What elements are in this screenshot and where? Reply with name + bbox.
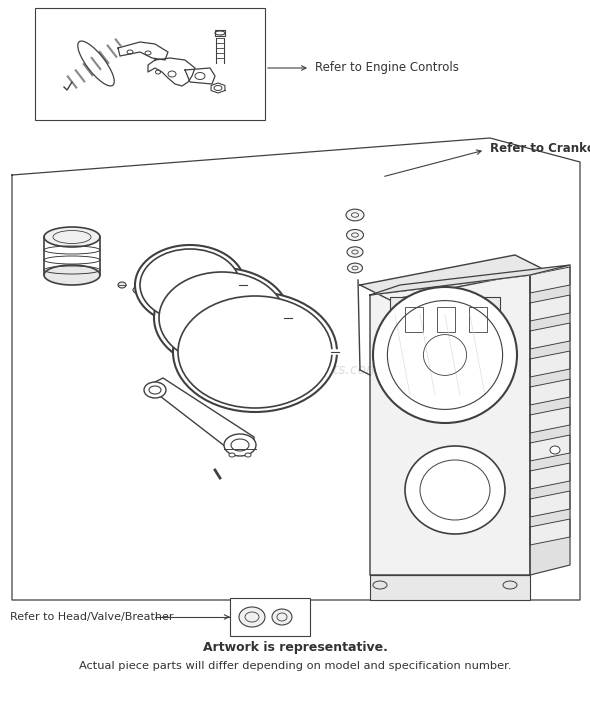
- Text: Refer to Engine Controls: Refer to Engine Controls: [315, 61, 459, 75]
- Bar: [405, 307, 423, 332]
- Ellipse shape: [503, 581, 517, 589]
- Text: Artwork is representative.: Artwork is representative.: [202, 642, 388, 654]
- Polygon shape: [370, 275, 530, 575]
- Ellipse shape: [373, 287, 517, 423]
- Polygon shape: [530, 491, 570, 517]
- Ellipse shape: [133, 286, 147, 294]
- Ellipse shape: [44, 227, 100, 247]
- Polygon shape: [147, 378, 254, 447]
- Polygon shape: [530, 323, 570, 349]
- Ellipse shape: [405, 446, 505, 534]
- Polygon shape: [148, 58, 195, 86]
- Ellipse shape: [346, 229, 363, 241]
- Ellipse shape: [389, 356, 401, 364]
- Bar: [230, 598, 310, 636]
- Bar: [437, 307, 455, 332]
- Polygon shape: [530, 267, 570, 293]
- Polygon shape: [530, 519, 570, 545]
- Ellipse shape: [118, 282, 126, 288]
- Polygon shape: [211, 83, 225, 93]
- Bar: [370, 575, 530, 600]
- Ellipse shape: [173, 292, 337, 412]
- Polygon shape: [530, 463, 570, 489]
- Ellipse shape: [245, 453, 251, 457]
- Polygon shape: [360, 255, 545, 300]
- Ellipse shape: [272, 609, 292, 625]
- Polygon shape: [530, 265, 570, 575]
- Text: eReplacementParts.com: eReplacementParts.com: [210, 363, 380, 377]
- Polygon shape: [185, 68, 215, 84]
- Polygon shape: [530, 379, 570, 405]
- Polygon shape: [530, 407, 570, 433]
- Polygon shape: [530, 295, 570, 321]
- Ellipse shape: [144, 382, 166, 398]
- Bar: [215, 30, 225, 36]
- Bar: [469, 307, 487, 332]
- Text: Refer to Crankcase: Refer to Crankcase: [490, 141, 590, 155]
- Ellipse shape: [229, 453, 235, 457]
- Ellipse shape: [224, 434, 256, 456]
- Bar: [390, 297, 500, 342]
- Ellipse shape: [44, 265, 100, 285]
- Polygon shape: [530, 435, 570, 461]
- Text: Actual piece parts will differ depending on model and specification number.: Actual piece parts will differ depending…: [78, 661, 512, 671]
- Ellipse shape: [348, 263, 362, 273]
- Ellipse shape: [346, 209, 364, 221]
- Bar: [35, 8, 265, 120]
- Polygon shape: [530, 351, 570, 377]
- Ellipse shape: [135, 245, 245, 325]
- Ellipse shape: [373, 581, 387, 589]
- Ellipse shape: [239, 607, 265, 627]
- Ellipse shape: [140, 249, 240, 321]
- Text: Refer to Head/Valve/Breather: Refer to Head/Valve/Breather: [10, 612, 173, 622]
- Polygon shape: [118, 42, 168, 60]
- Ellipse shape: [178, 296, 332, 408]
- Ellipse shape: [347, 247, 363, 257]
- Ellipse shape: [154, 268, 290, 368]
- Polygon shape: [370, 265, 570, 295]
- Ellipse shape: [159, 272, 285, 364]
- Ellipse shape: [550, 446, 560, 454]
